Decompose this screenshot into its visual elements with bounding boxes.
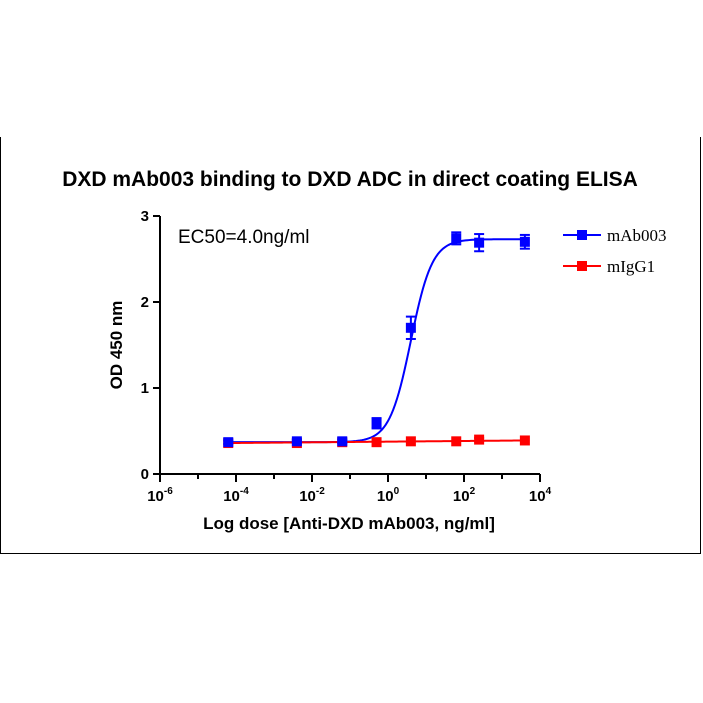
data-point-mAb003 bbox=[474, 237, 485, 248]
x-tick-label: 10-4 bbox=[223, 486, 249, 505]
y-axis-label: OD 450 nm bbox=[107, 301, 126, 390]
data-point-mAb003 bbox=[405, 322, 416, 333]
axes: 0 1 2 3 10-6 10-4 10-2 100 102 104 bbox=[141, 208, 552, 505]
data-point-mIgG1 bbox=[474, 434, 485, 445]
data-point-mIgG1 bbox=[371, 437, 382, 448]
chart-frame bbox=[0, 137, 701, 554]
data-point-mAb003 bbox=[223, 437, 234, 448]
y-tick-label: 2 bbox=[141, 294, 149, 311]
x-axis-label: Log dose [Anti-DXD mAb003, ng/ml] bbox=[203, 514, 495, 533]
fit-curves bbox=[228, 238, 525, 445]
legend-marker-mIgG1 bbox=[577, 261, 587, 271]
x-tick-label: 104 bbox=[529, 486, 552, 505]
chart-title: DXD mAb003 binding to DXD ADC in direct … bbox=[62, 168, 638, 191]
data-point-mAb003 bbox=[291, 436, 302, 447]
data-point-mAb003 bbox=[337, 436, 348, 447]
ec50-annotation: EC50=4.0ng/ml bbox=[178, 227, 310, 248]
x-tick-label: 100 bbox=[377, 486, 400, 505]
y-tick-label: 1 bbox=[141, 380, 149, 397]
data-point-mIgG1 bbox=[519, 435, 530, 446]
legend: mAb003 mIgG1 bbox=[563, 226, 667, 276]
data-point-mAb003 bbox=[519, 236, 530, 247]
x-tick-label: 10-2 bbox=[299, 486, 325, 505]
data-point-mAb003 bbox=[451, 233, 462, 244]
legend-label-mAb003: mAb003 bbox=[607, 226, 667, 245]
y-tick-label: 0 bbox=[141, 466, 149, 483]
y-tick-label: 3 bbox=[141, 208, 149, 225]
legend-marker-mAb003 bbox=[577, 230, 587, 240]
x-tick-label: 102 bbox=[453, 486, 476, 505]
x-tick-label: 10-6 bbox=[147, 486, 173, 505]
data-point-mAb003 bbox=[371, 418, 382, 429]
data-point-mIgG1 bbox=[405, 436, 416, 447]
data-point-mIgG1 bbox=[451, 436, 462, 447]
fit-curve-mAb003 bbox=[228, 238, 525, 444]
data-points bbox=[223, 231, 530, 449]
legend-label-mIgG1: mIgG1 bbox=[607, 257, 655, 276]
